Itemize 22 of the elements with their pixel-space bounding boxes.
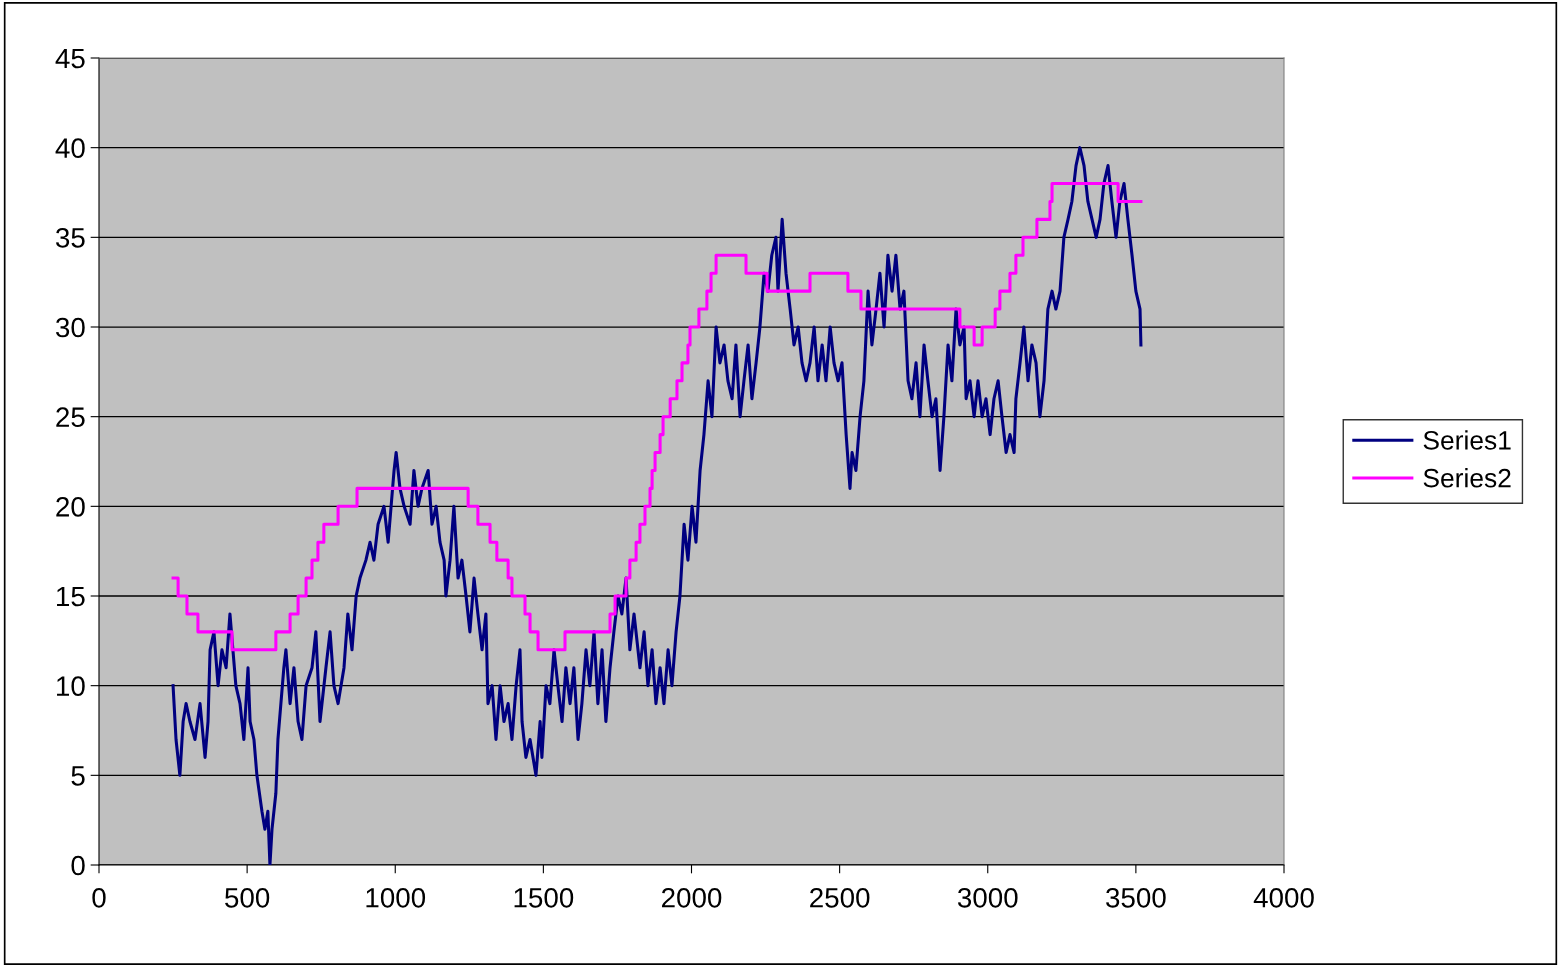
y-tick-label: 30	[55, 317, 85, 338]
line-series	[171, 146, 1143, 865]
x-tick-label: 1500	[514, 887, 574, 908]
y-tick-label: 5	[71, 766, 85, 786]
y-tick-label: 45	[55, 48, 85, 69]
x-tick-label: 500	[225, 887, 270, 908]
x-tick-label: 2500	[810, 887, 870, 908]
y-tick-label: 0	[71, 855, 85, 876]
y-tick-label: 25	[56, 407, 85, 428]
x-tick-label: 3500	[1106, 887, 1166, 908]
x-tick-label: 2000	[662, 887, 722, 908]
y-tick-label: 40	[55, 138, 85, 159]
legend-label: Series1	[1423, 430, 1511, 450]
x-tick-label: 4000	[1253, 887, 1314, 908]
y-tick-label: 35	[55, 228, 85, 248]
y-tick-label: 15	[57, 586, 85, 607]
y-tick-label: 20	[56, 497, 85, 517]
legend-label: Series2	[1423, 468, 1511, 488]
x-tick-label: 0	[92, 887, 106, 908]
y-tick-label: 10	[57, 676, 85, 697]
x-tick-label: 3000	[957, 887, 1018, 908]
x-tick-label: 1000	[366, 887, 426, 908]
